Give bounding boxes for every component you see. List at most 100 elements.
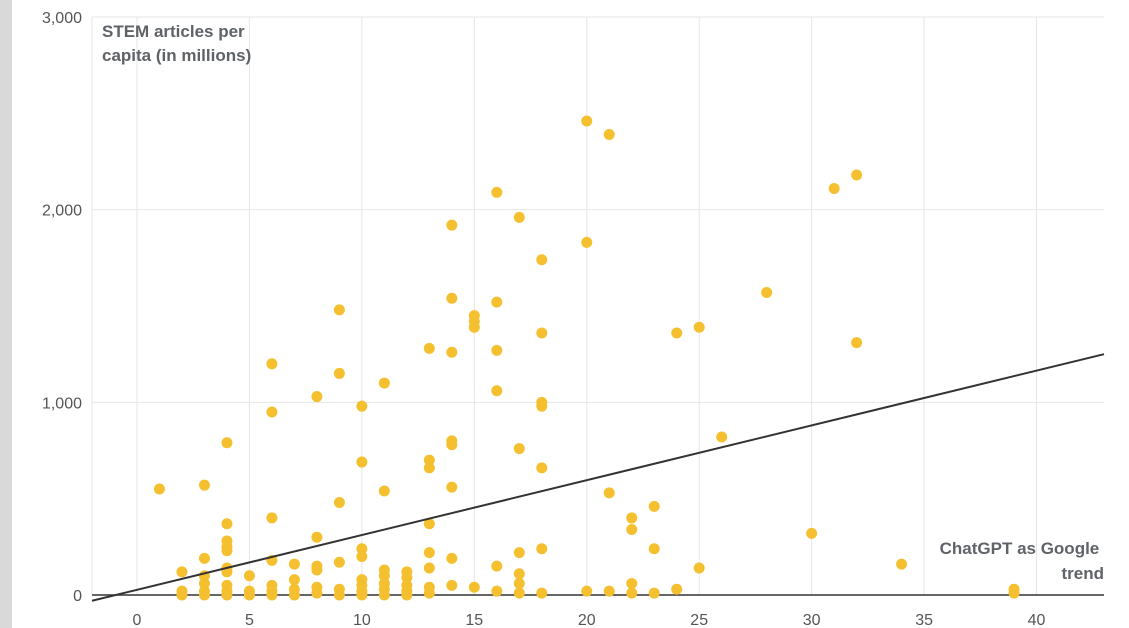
data-point [446, 346, 458, 358]
data-point [513, 577, 525, 589]
data-point [581, 236, 593, 248]
tick-labels: 0 5 10 15 20 25 30 35 40 0 1,000 2,000 3,000 [42, 10, 1046, 628]
data-point [311, 564, 323, 576]
data-point [311, 587, 323, 599]
trendline [91, 353, 1105, 602]
data-point [536, 400, 548, 412]
x-tick-label: 25 [690, 612, 708, 628]
data-point [581, 115, 593, 127]
data-point [198, 552, 210, 564]
data-point [198, 589, 210, 601]
data-point [603, 487, 615, 499]
data-point [423, 462, 435, 474]
x-tick-label: 15 [465, 612, 483, 628]
y-tick-label: 2,000 [42, 203, 82, 220]
data-point [333, 367, 345, 379]
data-point [401, 589, 413, 601]
data-point [513, 568, 525, 580]
x-tick-label: 5 [245, 612, 254, 628]
data-point [513, 443, 525, 455]
data-point [828, 182, 840, 194]
data-point [378, 485, 390, 497]
data-point [626, 523, 638, 535]
data-point [243, 570, 255, 582]
data-point [671, 327, 683, 339]
data-point [423, 547, 435, 559]
data-point [446, 292, 458, 304]
data-point [716, 431, 728, 443]
x-tick-label: 0 [133, 612, 142, 628]
data-point [513, 547, 525, 559]
data-point [221, 589, 233, 601]
data-point [356, 456, 368, 468]
data-point [491, 585, 503, 597]
data-point [693, 562, 705, 574]
data-point [243, 589, 255, 601]
data-point [221, 518, 233, 530]
data-point [333, 497, 345, 509]
data-point [648, 587, 660, 599]
data-point [401, 572, 413, 584]
data-point [378, 570, 390, 582]
y-axis-label: STEM articles per capita (in millions) [102, 22, 251, 65]
x-tick-label: 35 [915, 612, 933, 628]
data-point [648, 500, 660, 512]
data-point [311, 531, 323, 543]
data-point [176, 566, 188, 578]
data-point [356, 589, 368, 601]
data-point [356, 543, 368, 555]
y-tick-label: 3,000 [42, 10, 82, 27]
data-point [423, 454, 435, 466]
data-point [221, 545, 233, 557]
data-point [221, 437, 233, 449]
data-point [761, 287, 773, 299]
data-point [198, 577, 210, 589]
data-point [851, 169, 863, 181]
x-tick-label: 10 [353, 612, 371, 628]
data-point [513, 587, 525, 599]
data-point [311, 391, 323, 403]
data-point [513, 211, 525, 223]
data-point [491, 385, 503, 397]
data-point [603, 129, 615, 141]
data-point [266, 358, 278, 370]
x-tick-label: 20 [578, 612, 596, 628]
data-point [446, 481, 458, 493]
data-point [468, 321, 480, 333]
x-tick-label: 30 [803, 612, 821, 628]
data-point [266, 589, 278, 601]
y-tick-label: 0 [73, 588, 82, 605]
data-point [671, 583, 683, 595]
gridlines [91, 16, 1104, 595]
data-point [468, 581, 480, 593]
data-point [806, 527, 818, 539]
data-point [266, 406, 278, 418]
data-point [626, 577, 638, 589]
data-point [491, 344, 503, 356]
data-point [626, 512, 638, 524]
left-edge-strip [0, 0, 12, 628]
data-points [153, 115, 1020, 601]
data-point [356, 550, 368, 562]
data-point [491, 296, 503, 308]
data-point [333, 589, 345, 601]
data-point [851, 337, 863, 349]
data-point [378, 377, 390, 389]
data-point [446, 219, 458, 231]
data-point [581, 585, 593, 597]
data-point [333, 304, 345, 316]
data-point [626, 587, 638, 599]
data-point [423, 518, 435, 530]
data-point [896, 558, 908, 570]
data-point [288, 574, 300, 586]
data-point [536, 543, 548, 555]
data-point [491, 186, 503, 198]
data-point [423, 342, 435, 354]
data-point [176, 589, 188, 601]
data-point [378, 589, 390, 601]
data-point [333, 556, 345, 568]
data-point [446, 552, 458, 564]
data-point [198, 479, 210, 491]
data-point [491, 560, 503, 572]
